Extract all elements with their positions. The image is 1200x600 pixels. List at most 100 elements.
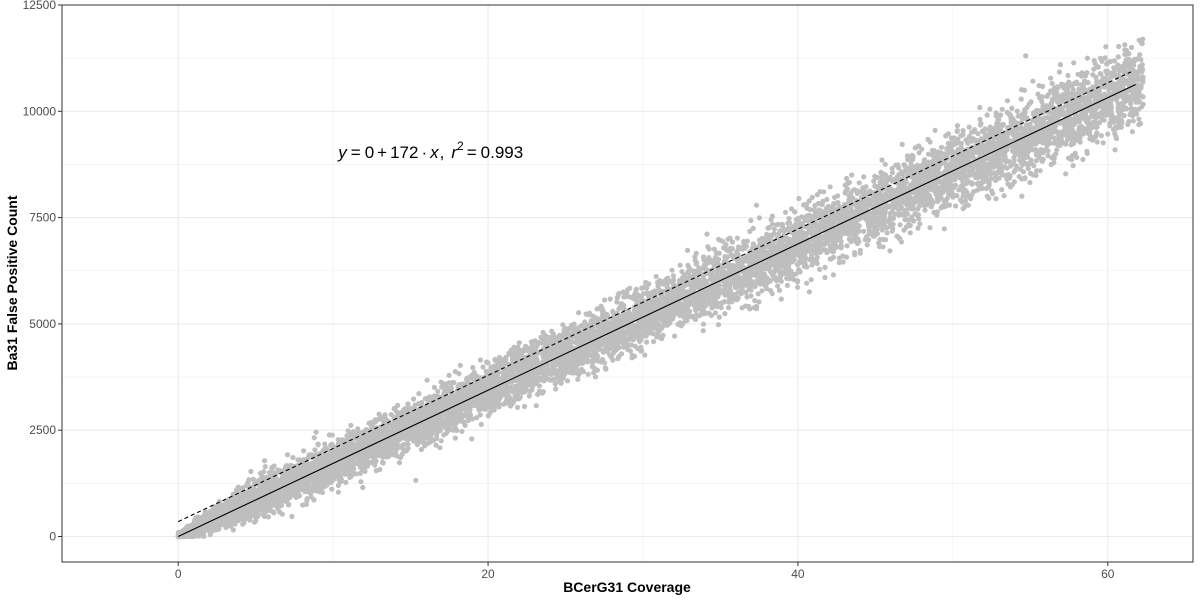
data-point (1018, 120, 1024, 126)
data-point (861, 174, 867, 180)
data-point (987, 106, 993, 112)
data-point (925, 136, 931, 142)
data-point (838, 238, 844, 245)
data-point (922, 207, 928, 213)
data-point (1071, 60, 1077, 66)
data-point (722, 253, 728, 260)
data-point (1056, 69, 1062, 75)
data-point (422, 396, 428, 402)
data-point (348, 422, 354, 428)
data-point (1094, 139, 1100, 145)
data-point (685, 269, 691, 275)
data-point (1125, 121, 1131, 127)
data-point (526, 348, 532, 354)
data-point (438, 438, 444, 444)
data-point (750, 225, 756, 231)
data-point (938, 144, 945, 150)
data-point (916, 203, 922, 209)
data-point (729, 239, 736, 245)
data-point (977, 104, 983, 111)
data-point (1084, 70, 1090, 76)
data-point (748, 217, 754, 224)
data-point (953, 203, 959, 209)
data-point (734, 235, 741, 241)
data-point (1100, 140, 1106, 146)
data-point (999, 106, 1005, 112)
data-point (575, 376, 581, 382)
data-point (589, 363, 596, 369)
data-point (883, 237, 889, 243)
data-point (1122, 42, 1128, 48)
data-point (615, 356, 621, 362)
data-point (784, 282, 791, 288)
data-point (653, 273, 659, 280)
data-point (945, 131, 952, 137)
data-point (1129, 129, 1135, 135)
data-point (485, 360, 491, 366)
data-point (808, 277, 814, 283)
data-point (311, 497, 317, 503)
data-point (704, 231, 710, 237)
data-point (806, 289, 813, 295)
data-point (289, 513, 295, 520)
data-point (769, 213, 776, 219)
data-point (642, 352, 648, 358)
data-point (932, 127, 938, 133)
data-point (477, 412, 483, 418)
data-point (553, 386, 559, 392)
data-point (752, 283, 758, 290)
data-point (727, 235, 733, 241)
data-point (644, 339, 650, 345)
data-point (311, 435, 317, 441)
data-point (822, 274, 828, 281)
data-point (373, 468, 379, 474)
data-point (632, 343, 638, 349)
data-point (1065, 72, 1071, 79)
data-point (452, 435, 458, 441)
data-point (840, 259, 846, 265)
data-point (778, 296, 784, 302)
data-point (716, 314, 722, 320)
data-point (1001, 193, 1007, 199)
data-point (516, 340, 522, 346)
data-point (759, 288, 765, 294)
data-point (576, 310, 582, 316)
data-point (670, 273, 677, 279)
data-point (753, 202, 760, 208)
data-point (603, 366, 609, 372)
data-point (1054, 147, 1060, 153)
data-point (1019, 193, 1025, 199)
data-point (1051, 159, 1057, 166)
data-point (822, 264, 828, 270)
data-point (889, 165, 895, 171)
data-point (677, 262, 683, 268)
data-point (366, 420, 372, 426)
data-point (248, 468, 254, 475)
data-point (1096, 120, 1103, 126)
data-point (850, 187, 857, 193)
data-point (1030, 78, 1036, 84)
data-point (1027, 179, 1033, 186)
data-point (884, 230, 890, 236)
data-point (1123, 106, 1129, 112)
data-point (435, 388, 441, 394)
data-point (284, 452, 291, 458)
data-point (480, 364, 486, 370)
data-point (752, 298, 758, 304)
data-point (431, 384, 437, 390)
data-point (718, 305, 724, 311)
data-point (955, 147, 961, 153)
data-point (1140, 36, 1146, 42)
data-point (1080, 156, 1086, 163)
data-point (978, 121, 984, 127)
data-point (852, 250, 858, 256)
data-point (927, 225, 933, 231)
data-point (301, 448, 307, 454)
data-point (315, 441, 321, 447)
data-point (552, 381, 558, 387)
data-point (750, 241, 756, 247)
data-point (889, 209, 895, 215)
data-point (1057, 62, 1063, 68)
